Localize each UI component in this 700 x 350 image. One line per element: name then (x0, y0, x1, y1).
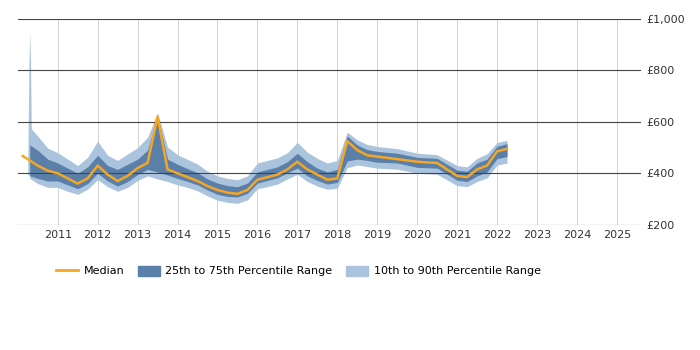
Legend: Median, 25th to 75th Percentile Range, 10th to 90th Percentile Range: Median, 25th to 75th Percentile Range, 1… (51, 261, 545, 281)
